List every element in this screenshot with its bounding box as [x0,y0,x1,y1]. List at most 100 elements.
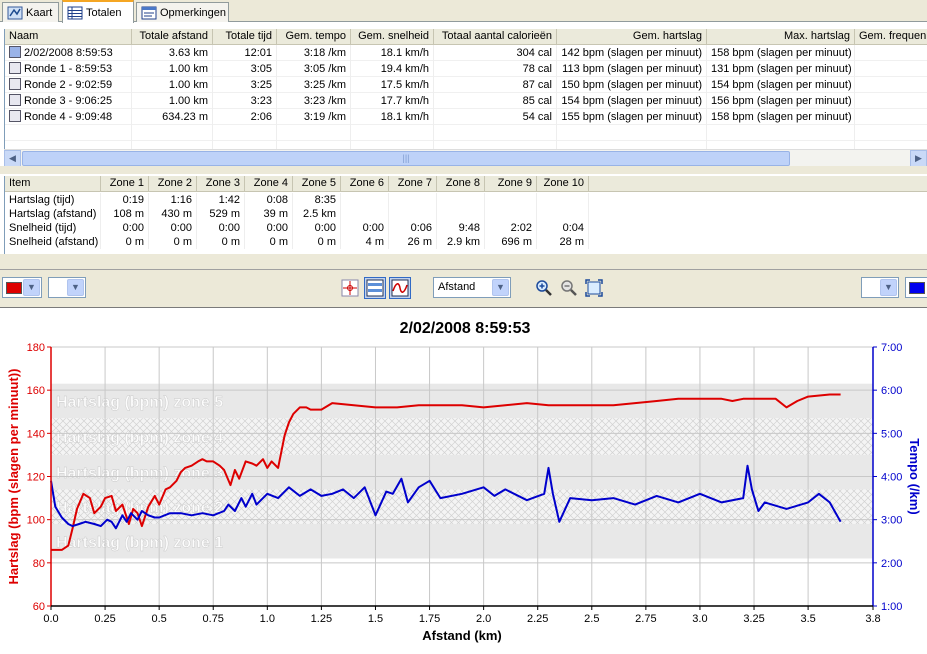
table-cell: Hartslag (tijd) [5,193,101,207]
scroll-right-button[interactable]: ▶ [910,150,927,167]
column-header-gem-frequentie[interactable]: Gem. frequen [855,29,927,45]
chart-title: 2/02/2008 8:59:53 [400,320,531,337]
column-header-zone-4[interactable]: Zone 4 [245,176,293,192]
column-header-gem-hartslag[interactable]: Gem. hartslag [557,29,707,45]
column-header-zone-1[interactable]: Zone 1 [101,176,149,192]
zone-band [51,418,873,455]
scrollbar-thumb[interactable]: ||| [22,151,790,166]
column-header-zone-5[interactable]: Zone 5 [293,176,341,192]
column-header-calorieen[interactable]: Totaal aantal calorieën [434,29,557,45]
table-cell: 150 bpm (slagen per minuut) [557,77,707,93]
table-cell: 28 m [537,235,589,249]
table-cell: 154 bpm (slagen per minuut) [707,77,855,93]
table-row-name[interactable]: Ronde 1 - 8:59:53 [5,61,132,77]
empty-cell [557,141,707,149]
table-cell [437,193,485,207]
zones-icon [366,279,384,297]
x-tick-label: 0.25 [94,613,115,625]
chevron-down-icon[interactable]: ▼ [492,279,509,296]
left-axis-label: Hartslag (bpm (slagen per minuut)) [6,369,21,585]
table-cell: 3.63 km [132,45,213,61]
zone-label: Hartslag (bpm) zone 4 [56,430,223,447]
empty-cell [213,141,277,149]
left-y-tick-label: 100 [27,515,45,527]
table-cell: 12:01 [213,45,277,61]
column-header-naam[interactable]: Naam [5,29,132,45]
table-cell: 155 bpm (slagen per minuut) [557,109,707,125]
table-cell: 2:02 [485,221,537,235]
column-header-totale-tijd[interactable]: Totale tijd [213,29,277,45]
right-y-tick-label: 1:00 [881,601,902,613]
zones-table-header: Item Zone 1 Zone 2 Zone 3 Zone 4 Zone 5 Zone 6… [5,176,927,192]
column-header-zone-3[interactable]: Zone 3 [197,176,245,192]
left-y-tick-label: 80 [33,558,45,570]
summary-table: Naam Totale afstand Totale tijd Gem. tem… [4,29,927,149]
table-cell: 2.5 km [293,207,341,221]
column-header-zone-7[interactable]: Zone 7 [389,176,437,192]
table-row-name[interactable]: Ronde 4 - 9:09:48 [5,109,132,125]
tab-totalen[interactable]: Totalen [62,0,134,23]
column-header-max-hartslag[interactable]: Max. hartslag [707,29,855,45]
table-cell: 19.4 km/h [351,61,434,77]
table-cell: 1:42 [197,193,245,207]
x-tick-label: 2.25 [527,613,548,625]
summary-horizontal-scrollbar[interactable]: ◀ ||| ▶ [4,149,927,167]
table-row-name[interactable]: Ronde 2 - 9:02:59 [5,77,132,93]
right-series-select[interactable]: ▼ [861,277,899,298]
zoom-in-icon [536,280,552,296]
row-divider [5,76,927,77]
column-header-zone-2[interactable]: Zone 2 [149,176,197,192]
column-header-zone-6[interactable]: Zone 6 [341,176,389,192]
x-tick-label: 3.5 [800,613,815,625]
column-header-zone-9[interactable]: Zone 9 [485,176,537,192]
splitter[interactable] [0,166,927,174]
table-cell: 430 m [149,207,197,221]
empty-cell [351,125,434,141]
right-series-color-picker[interactable] [905,277,927,298]
lap-icon [9,78,21,90]
zoom-fit-button[interactable] [583,277,605,299]
splitter[interactable] [0,254,927,270]
empty-cell [5,141,132,149]
table-row-name[interactable]: 2/02/2008 8:59:53 [5,45,132,61]
table-cell: 4 m [341,235,389,249]
zoom-out-button[interactable] [558,277,580,299]
chevron-down-icon[interactable]: ▼ [67,279,84,296]
row-divider [5,60,927,61]
left-y-tick-label: 180 [27,342,45,354]
table-cell [537,193,589,207]
empty-cell [132,141,213,149]
table-cell: Snelheid (afstand) [5,235,101,249]
tab-opmerkingen[interactable]: Opmerkingen [136,2,229,22]
column-header-gem-tempo[interactable]: Gem. tempo [277,29,351,45]
zones-toggle-button[interactable] [364,277,386,299]
lap-icon [9,62,21,74]
tab-kaart[interactable]: Kaart [2,2,59,22]
table-cell: 0:00 [341,221,389,235]
table-cell: Snelheid (tijd) [5,221,101,235]
column-header-zone-10[interactable]: Zone 10 [537,176,589,192]
x-axis-select[interactable]: Afstand ▼ [433,277,511,298]
crosshair-button[interactable] [339,277,361,299]
map-icon [7,6,23,19]
chevron-down-icon[interactable]: ▼ [23,279,40,296]
left-series-select[interactable]: ▼ [48,277,86,298]
left-series-color-picker[interactable]: ▼ [2,277,42,298]
table-cell: 0 m [245,235,293,249]
heart-rate-pace-chart[interactable]: 2/02/2008 8:59:53 Hartslag (bpm) zone 5H… [0,309,927,654]
column-header-gem-snelheid[interactable]: Gem. snelheid [351,29,434,45]
table-cell: 17.5 km/h [351,77,434,93]
chevron-down-icon[interactable]: ▼ [880,279,897,296]
tab-totalen-label: Totalen [86,6,122,19]
table-row-name[interactable]: Ronde 3 - 9:06:25 [5,93,132,109]
zone-label: Hartslag (bpm) zone 3 [56,465,223,482]
smooth-toggle-button[interactable] [389,277,411,299]
zoom-out-icon [561,280,577,296]
column-header-totale-afstand[interactable]: Totale afstand [132,29,213,45]
column-header-item[interactable]: Item [5,176,101,192]
scroll-left-button[interactable]: ◀ [4,150,21,167]
column-header-zone-8[interactable]: Zone 8 [437,176,485,192]
table-cell: 0:00 [245,221,293,235]
zoom-in-button[interactable] [533,277,555,299]
table-cell: 0 m [197,235,245,249]
